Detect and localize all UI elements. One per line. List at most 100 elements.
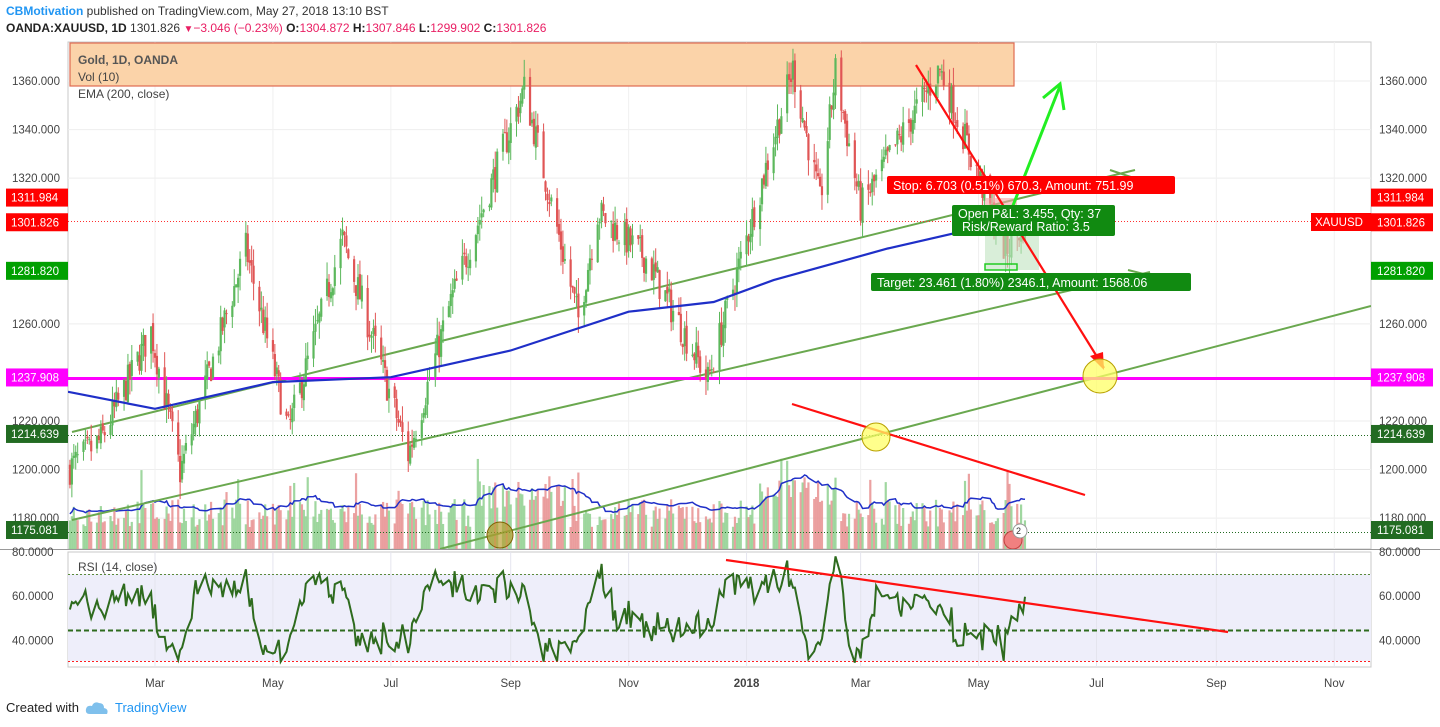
volume-bar [927, 526, 930, 549]
legend-vol[interactable]: Vol (10) [78, 70, 120, 84]
volume-bar [165, 506, 168, 549]
rsi-tick-label-left: 40.0000 [12, 635, 54, 647]
volume-bar [834, 477, 837, 549]
tradingview-brand[interactable]: TradingView [114, 700, 187, 715]
candle-body [691, 354, 694, 356]
volume-bar [103, 521, 106, 549]
candle-body [672, 310, 675, 322]
candle-body [70, 458, 73, 485]
candle-body [374, 325, 377, 337]
candle-body [911, 120, 914, 134]
price-tag-left [6, 424, 68, 443]
volume-bar [155, 517, 159, 549]
volume-bar [844, 513, 847, 549]
candle-body [753, 207, 756, 228]
volume-bar [474, 505, 478, 549]
volume-bar [401, 504, 404, 549]
volume-bar [260, 518, 263, 549]
candle-body [289, 418, 292, 420]
price-tag-left-text: 1281.820 [11, 266, 59, 278]
volume-bar [789, 497, 793, 549]
volume-bar [385, 502, 389, 549]
volume-bar [637, 514, 640, 549]
candle-body [652, 264, 655, 280]
volume-bar [586, 513, 590, 549]
legend-ema[interactable]: EMA (200, close) [78, 87, 170, 101]
candle-body [780, 116, 783, 134]
volume-bar [345, 522, 348, 549]
volume-bar [530, 488, 534, 549]
volume-bar [177, 499, 180, 549]
volume-bar [952, 501, 955, 549]
candle-body [799, 90, 802, 119]
volume-bar [780, 458, 783, 549]
volume-bar [372, 524, 375, 549]
low-value: 1299.902 [430, 21, 481, 35]
volume-bar [115, 524, 118, 549]
volume-bar [929, 510, 932, 549]
candle-body [476, 225, 479, 235]
volume-bar [979, 504, 982, 549]
volume-bar [343, 511, 346, 549]
volume-bar [629, 512, 632, 549]
volume-bar [907, 523, 911, 549]
time-tick-label: 2018 [734, 678, 760, 690]
candle-body [380, 337, 383, 360]
candle-body [151, 323, 155, 352]
candle-body [426, 381, 429, 405]
candle-body [826, 141, 829, 195]
candle-body [745, 235, 748, 255]
volume-bar [683, 518, 686, 549]
price-tag-left [6, 521, 68, 540]
candle-body [233, 286, 236, 306]
volume-bar [266, 516, 269, 549]
event-icon[interactable] [1012, 523, 1028, 539]
candle-body [358, 274, 362, 300]
volume-bar [289, 485, 292, 549]
candle-body [252, 265, 255, 284]
author-link[interactable]: CBMotivation [6, 4, 84, 18]
price-tick-label: 1360.000 [1379, 76, 1427, 88]
close-value: 1301.826 [496, 21, 547, 35]
volume-bar [710, 522, 713, 549]
candle-body [277, 370, 280, 377]
volume-bar [223, 499, 226, 549]
candle-body [399, 420, 402, 423]
candle-body [480, 213, 483, 218]
candle-body [382, 359, 385, 362]
candle-body [902, 122, 905, 145]
candle-body [747, 236, 750, 242]
price-tag-right-text: 1237.908 [1377, 372, 1425, 384]
volume-bar [948, 510, 951, 549]
volume-bar [623, 515, 626, 549]
candle-body [424, 405, 427, 416]
candle-body [977, 167, 980, 178]
volume-bar [847, 513, 851, 549]
volume-bar [855, 501, 858, 549]
volume-bar [544, 483, 547, 549]
volume-bar [573, 505, 576, 549]
symbol-label[interactable]: OANDA:XAUUSD, 1D [6, 21, 127, 35]
candle-body [441, 320, 445, 332]
volume-bar [871, 502, 874, 549]
volume-bar [206, 520, 209, 549]
candle-body [664, 290, 667, 302]
candle-body [921, 86, 924, 102]
rsi-legend[interactable]: RSI (14, close) [78, 560, 158, 574]
candle-body [658, 270, 661, 300]
volume-bar [238, 503, 242, 549]
volume-bar [886, 499, 889, 549]
candle-body [818, 176, 822, 187]
price-tag-right [1371, 521, 1433, 540]
price-tick-label-left: 1360.000 [12, 76, 60, 88]
legend-title[interactable]: Gold, 1D, OANDA [78, 53, 179, 67]
volume-bar [438, 502, 441, 549]
time-axis[interactable]: Mar May Jul Sep Nov 2018 Mar May Jul Sep Nov [145, 678, 1345, 690]
candle-body [643, 257, 646, 273]
volume-bar [625, 514, 628, 549]
volume-bar [954, 521, 957, 549]
volume-bar [144, 507, 147, 549]
candle-body [144, 334, 147, 357]
candle-body [542, 131, 545, 179]
